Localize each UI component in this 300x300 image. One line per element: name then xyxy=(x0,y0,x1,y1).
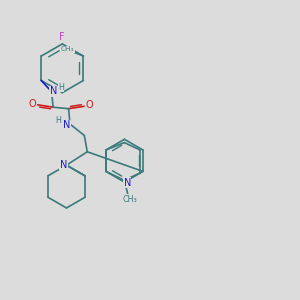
Text: CH₃: CH₃ xyxy=(61,46,74,52)
Text: N: N xyxy=(63,120,70,130)
Text: N: N xyxy=(124,178,131,188)
Text: F: F xyxy=(59,32,64,42)
Text: H: H xyxy=(58,83,64,92)
Text: O: O xyxy=(28,99,36,109)
Text: N: N xyxy=(60,160,67,170)
Text: N: N xyxy=(50,86,57,96)
Text: O: O xyxy=(85,100,93,110)
Text: H: H xyxy=(55,116,61,125)
Text: CH₃: CH₃ xyxy=(123,194,138,203)
